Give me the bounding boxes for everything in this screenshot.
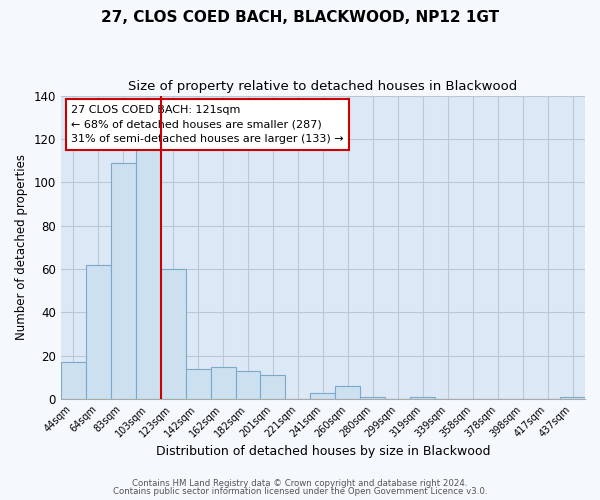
Text: 27, CLOS COED BACH, BLACKWOOD, NP12 1GT: 27, CLOS COED BACH, BLACKWOOD, NP12 1GT [101, 10, 499, 25]
Text: Contains public sector information licensed under the Open Government Licence v3: Contains public sector information licen… [113, 487, 487, 496]
Bar [310, 392, 335, 399]
Bar [211, 366, 236, 399]
Bar [61, 362, 86, 399]
Text: 27 CLOS COED BACH: 121sqm
← 68% of detached houses are smaller (287)
31% of semi: 27 CLOS COED BACH: 121sqm ← 68% of detac… [71, 104, 344, 144]
Bar [260, 376, 286, 399]
Text: Contains HM Land Registry data © Crown copyright and database right 2024.: Contains HM Land Registry data © Crown c… [132, 478, 468, 488]
Y-axis label: Number of detached properties: Number of detached properties [15, 154, 28, 340]
X-axis label: Distribution of detached houses by size in Blackwood: Distribution of detached houses by size … [155, 444, 490, 458]
Bar [560, 397, 585, 399]
Bar [335, 386, 361, 399]
Bar [410, 397, 435, 399]
Bar [86, 264, 111, 399]
Title: Size of property relative to detached houses in Blackwood: Size of property relative to detached ho… [128, 80, 518, 93]
Bar [361, 397, 385, 399]
Bar [111, 163, 136, 399]
Bar [236, 371, 260, 399]
Bar [161, 269, 185, 399]
Bar [136, 146, 161, 399]
Bar [185, 369, 211, 399]
